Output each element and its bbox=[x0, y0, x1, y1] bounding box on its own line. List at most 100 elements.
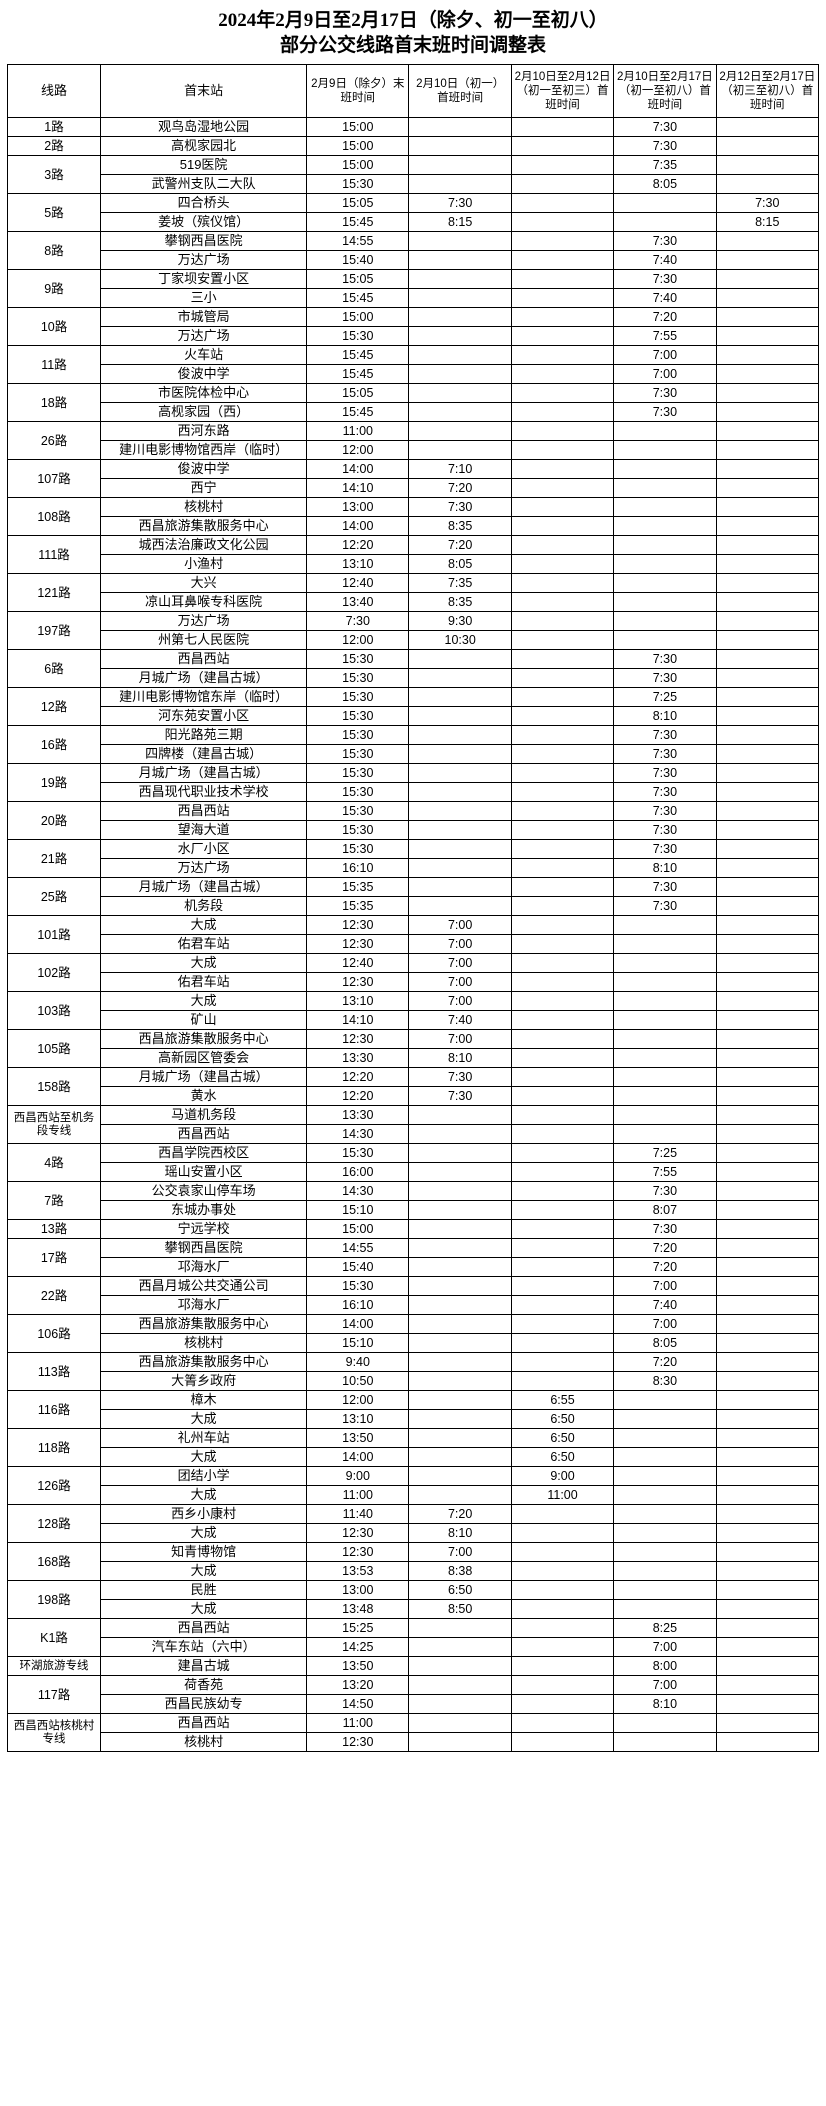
table-row: 西宁 14:10 7:20 bbox=[8, 478, 820, 498]
first-bus-feb12-17-cell bbox=[715, 687, 820, 707]
route-name-cell: 12路 bbox=[6, 687, 102, 726]
first-bus-feb10-17-cell bbox=[613, 592, 717, 612]
terminal-stop-cell: 三小 bbox=[100, 288, 308, 308]
first-bus-feb12-17-cell bbox=[715, 1067, 820, 1087]
first-bus-feb10-cell: 8:10 bbox=[408, 1523, 512, 1543]
first-bus-feb12-17-cell bbox=[715, 136, 820, 156]
first-bus-feb12-17-cell bbox=[715, 440, 820, 460]
last-bus-feb9-cell: 11:00 bbox=[306, 421, 410, 441]
terminal-stop-cell: 州第七人民医院 bbox=[100, 630, 308, 650]
first-bus-feb10-12-cell bbox=[510, 630, 615, 650]
last-bus-feb9-cell: 11:40 bbox=[306, 1504, 410, 1524]
terminal-stop-cell: 樟木 bbox=[100, 1390, 308, 1410]
first-bus-feb10-12-cell bbox=[510, 288, 615, 308]
first-bus-feb12-17-cell bbox=[715, 1257, 820, 1277]
route-name-cell: 168路 bbox=[6, 1542, 102, 1581]
first-bus-feb10-17-cell bbox=[613, 554, 717, 574]
terminal-stop-cell: 俊波中学 bbox=[100, 364, 308, 384]
first-bus-feb10-17-cell: 7:00 bbox=[613, 1276, 717, 1296]
first-bus-feb12-17-cell bbox=[715, 155, 820, 175]
last-bus-feb9-cell: 14:00 bbox=[306, 459, 410, 479]
table-row: 凉山耳鼻喉专科医院 13:40 8:35 bbox=[8, 592, 820, 612]
first-bus-feb12-17-cell bbox=[715, 1048, 820, 1068]
last-bus-feb9-cell: 13:50 bbox=[306, 1428, 410, 1448]
route-name-cell: 10路 bbox=[6, 307, 102, 346]
first-bus-feb10-17-cell: 7:20 bbox=[613, 1257, 717, 1277]
table-row: 西昌现代职业技术学校 15:30 7:30 bbox=[8, 782, 820, 802]
first-bus-feb12-17-cell bbox=[715, 497, 820, 517]
first-bus-feb10-cell: 7:00 bbox=[408, 1542, 512, 1562]
first-bus-feb10-17-cell: 8:10 bbox=[613, 858, 717, 878]
first-bus-feb10-17-cell: 7:40 bbox=[613, 288, 717, 308]
last-bus-feb9-cell: 14:55 bbox=[306, 1238, 410, 1258]
last-bus-feb9-cell: 12:00 bbox=[306, 440, 410, 460]
terminal-stop-cell: 高枧家园（西） bbox=[100, 402, 308, 422]
route-name-cell: 117路 bbox=[6, 1675, 102, 1714]
first-bus-feb12-17-cell bbox=[715, 1181, 820, 1201]
first-bus-feb10-12-cell bbox=[510, 1333, 615, 1353]
first-bus-feb12-17-cell bbox=[715, 1162, 820, 1182]
first-bus-feb10-17-cell bbox=[613, 953, 717, 973]
last-bus-feb9-cell: 15:00 bbox=[306, 136, 410, 156]
first-bus-feb12-17-cell bbox=[715, 877, 820, 897]
first-bus-feb10-12-cell bbox=[510, 687, 615, 707]
last-bus-feb9-cell: 15:30 bbox=[306, 706, 410, 726]
terminal-stop-cell: 姜坡（殡仪馆） bbox=[100, 212, 308, 232]
first-bus-feb12-17-cell bbox=[715, 288, 820, 308]
terminal-stop-cell: 万达广场 bbox=[100, 326, 308, 346]
terminal-stop-cell: 西昌旅游集散服务中心 bbox=[100, 1029, 308, 1049]
first-bus-feb12-17-cell bbox=[715, 630, 820, 650]
first-bus-feb10-17-cell: 7:30 bbox=[613, 383, 717, 403]
terminal-stop-cell: 西昌民族幼专 bbox=[100, 1694, 308, 1714]
first-bus-feb10-17-cell: 8:10 bbox=[613, 706, 717, 726]
table-row: 核桃村 12:30 bbox=[8, 1732, 820, 1752]
first-bus-feb10-17-cell bbox=[613, 1010, 717, 1030]
terminal-stop-cell: 519医院 bbox=[100, 155, 308, 175]
last-bus-feb9-cell: 13:40 bbox=[306, 592, 410, 612]
first-bus-feb12-17-cell bbox=[715, 649, 820, 669]
terminal-stop-cell: 建昌古城 bbox=[100, 1656, 308, 1676]
first-bus-feb10-12-cell bbox=[510, 1523, 615, 1543]
last-bus-feb9-cell: 16:00 bbox=[306, 1162, 410, 1182]
table-row: 13路 宁远学校 15:00 7:30 bbox=[6, 1219, 820, 1239]
terminal-stop-cell: 西昌西站 bbox=[100, 801, 308, 821]
first-bus-feb10-cell bbox=[408, 839, 512, 859]
first-bus-feb10-17-cell: 7:30 bbox=[613, 744, 717, 764]
first-bus-feb10-17-cell bbox=[613, 1732, 717, 1752]
table-row: 大成 13:48 8:50 bbox=[8, 1599, 820, 1619]
last-bus-feb9-cell: 13:30 bbox=[306, 1048, 410, 1068]
terminal-stop-cell: 俊波中学 bbox=[100, 459, 308, 479]
first-bus-feb10-17-cell bbox=[613, 1086, 717, 1106]
first-bus-feb10-12-cell bbox=[510, 307, 615, 327]
first-bus-feb10-cell bbox=[408, 1656, 512, 1676]
table-row: 10路 市城管局 15:00 7:20 bbox=[6, 307, 820, 346]
first-bus-feb12-17-cell bbox=[715, 1580, 820, 1600]
route-name-cell: 19路 bbox=[6, 763, 102, 802]
first-bus-feb10-17-cell: 7:00 bbox=[613, 1637, 717, 1657]
last-bus-feb9-cell: 13:50 bbox=[306, 1656, 410, 1676]
first-bus-feb10-17-cell: 7:30 bbox=[613, 1181, 717, 1201]
last-bus-feb9-cell: 7:30 bbox=[306, 611, 410, 631]
first-bus-feb10-cell bbox=[408, 1276, 512, 1296]
first-bus-feb10-cell bbox=[408, 1447, 512, 1467]
first-bus-feb10-cell: 9:30 bbox=[408, 611, 512, 631]
terminal-stop-cell: 四合桥头 bbox=[100, 193, 308, 213]
table-row: 万达广场 15:40 7:40 bbox=[8, 250, 820, 270]
first-bus-feb10-17-cell: 7:30 bbox=[613, 1219, 717, 1239]
first-bus-feb12-17-cell bbox=[715, 573, 820, 593]
first-bus-feb10-12-cell bbox=[510, 1257, 615, 1277]
first-bus-feb10-17-cell bbox=[613, 1580, 717, 1600]
first-bus-feb12-17-cell bbox=[715, 1333, 820, 1353]
table-row: 西昌西站核桃村专线 西昌西站 11:00 bbox=[6, 1713, 820, 1752]
route-name-cell: 20路 bbox=[6, 801, 102, 840]
last-bus-feb9-cell: 15:30 bbox=[306, 782, 410, 802]
last-bus-feb9-cell: 12:30 bbox=[306, 1523, 410, 1543]
table-row: 117路 荷香苑 13:20 7:00 bbox=[6, 1675, 820, 1714]
terminal-stop-cell: 大成 bbox=[100, 915, 308, 935]
first-bus-feb12-17-cell bbox=[715, 1314, 820, 1334]
last-bus-feb9-cell: 14:10 bbox=[306, 1010, 410, 1030]
terminal-stop-cell: 西昌学院西校区 bbox=[100, 1143, 308, 1163]
first-bus-feb10-17-cell: 7:20 bbox=[613, 307, 717, 327]
terminal-stop-cell: 佑君车站 bbox=[100, 972, 308, 992]
last-bus-feb9-cell: 13:10 bbox=[306, 554, 410, 574]
